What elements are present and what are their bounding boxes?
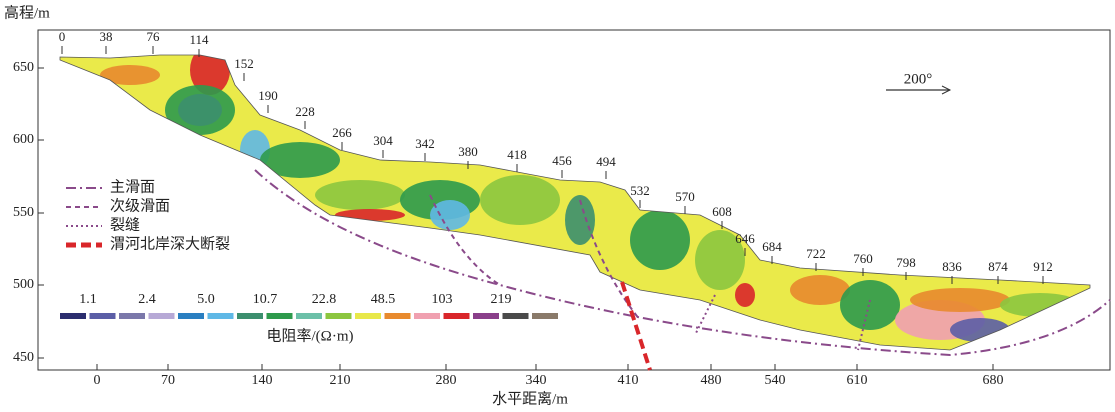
station-label: 494 — [596, 154, 616, 169]
station-label: 342 — [415, 136, 435, 151]
scale-swatch — [443, 313, 470, 319]
station-label: 722 — [806, 246, 826, 261]
scale-swatch — [355, 313, 381, 319]
scale-label: 10.7 — [253, 292, 278, 307]
resistivity-zone — [315, 180, 405, 210]
legend-label: 裂缝 — [110, 216, 140, 233]
x-tick-label: 0 — [94, 373, 101, 388]
y-axis-label: 高程/m — [4, 4, 50, 21]
resistivity-zone — [178, 94, 222, 126]
station-label: 532 — [630, 183, 650, 198]
crack — [694, 294, 871, 351]
x-tick-label: 140 — [252, 373, 273, 388]
resistivity-zone — [260, 142, 340, 178]
resistivity-zone — [630, 210, 690, 270]
x-tick-label: 610 — [847, 373, 868, 388]
station-label: 304 — [373, 133, 393, 148]
x-tick-label: 680 — [983, 373, 1004, 388]
secondary-slip — [429, 194, 641, 321]
arrow-head — [941, 85, 952, 95]
resistivity-zone — [100, 65, 160, 85]
resistivity-zone — [480, 175, 560, 225]
scale-swatch — [325, 313, 352, 319]
profile-outline — [59, 54, 1091, 351]
plot-frame — [37, 29, 1111, 371]
x-tick-label: 540 — [765, 373, 786, 388]
scale-swatch — [60, 313, 86, 319]
resistivity-zone — [1000, 293, 1080, 317]
station-label: 380 — [458, 144, 478, 159]
station-label: 798 — [896, 255, 916, 270]
station-label: 0 — [59, 29, 66, 44]
station-label: 152 — [234, 56, 254, 71]
direction-label: 200° — [904, 71, 933, 87]
scale-label: 电阻率/(Ω·m) — [267, 327, 354, 344]
scale-swatch — [266, 313, 293, 319]
scale-label: 219 — [491, 292, 512, 307]
station-label: 874 — [988, 259, 1008, 274]
x-tick-label: 480 — [701, 373, 722, 388]
scale-label: 22.8 — [312, 292, 337, 307]
scale-swatch — [207, 313, 234, 319]
station-label: 228 — [295, 104, 315, 119]
legend-label: 次级滑面 — [110, 197, 170, 214]
y-tick-label: 650 — [13, 60, 34, 75]
scale-swatch — [473, 313, 499, 319]
station-label: 76 — [147, 29, 161, 44]
scale-swatch — [502, 313, 529, 319]
scale-swatch — [384, 313, 411, 319]
scale-swatch — [414, 313, 440, 319]
x-tick-label: 340 — [526, 373, 547, 388]
resistivity-zone — [790, 275, 850, 305]
station-label: 570 — [675, 189, 695, 204]
x-tick-label: 70 — [161, 373, 175, 388]
resistivity-zone — [840, 280, 900, 330]
station-label: 418 — [507, 147, 527, 162]
resistivity-zone — [735, 283, 755, 307]
legend-label: 主滑面 — [110, 178, 155, 195]
legend-label: 渭河北岸深大断裂 — [110, 235, 230, 252]
scale-swatch — [237, 313, 263, 319]
scale-swatch — [89, 313, 116, 319]
station-label: 456 — [552, 153, 572, 168]
resistivity-zone — [565, 195, 595, 245]
x-tick-label: 280 — [436, 373, 457, 388]
y-tick-label: 550 — [13, 205, 34, 220]
station-label: 836 — [942, 259, 962, 274]
fault-line — [620, 281, 652, 371]
scale-label: 48.5 — [371, 292, 396, 307]
main-slip-surface — [254, 169, 1111, 357]
y-tick-label: 500 — [13, 277, 34, 292]
scale-swatch — [178, 313, 204, 319]
station-label: 646 — [735, 231, 755, 246]
y-tick-label: 600 — [13, 132, 34, 147]
station-label: 266 — [332, 125, 352, 140]
scale-label: 103 — [432, 292, 453, 307]
scale-swatch — [119, 313, 145, 319]
station-label: 38 — [100, 29, 113, 44]
station-label: 912 — [1033, 259, 1053, 274]
y-tick-label: 450 — [13, 350, 34, 365]
resistivity-zone — [335, 209, 405, 221]
x-tick-label: 210 — [330, 373, 351, 388]
station-label: 114 — [189, 32, 209, 47]
station-label: 760 — [853, 251, 873, 266]
x-axis-label: 水平距离/m — [492, 390, 568, 407]
scale-swatch — [296, 313, 322, 319]
station-label: 608 — [712, 204, 732, 219]
scale-swatch — [532, 313, 558, 319]
station-label: 190 — [258, 88, 278, 103]
resistivity-zone — [430, 200, 470, 230]
station-label: 684 — [762, 239, 782, 254]
scale-label: 1.1 — [79, 292, 97, 307]
scale-label: 2.4 — [138, 292, 156, 307]
x-tick-label: 410 — [618, 373, 639, 388]
resistivity-zone — [910, 288, 1010, 312]
resistivity-zone — [695, 230, 745, 290]
scale-label: 5.0 — [197, 292, 215, 307]
scale-swatch — [148, 313, 175, 319]
